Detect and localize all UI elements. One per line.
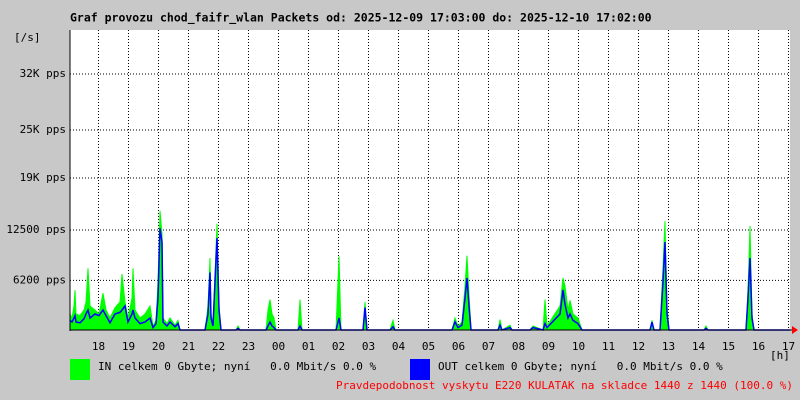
x-tick-label: 09 [542, 340, 555, 353]
x-tick-label: 06 [452, 340, 465, 353]
legend-swatch [70, 359, 90, 380]
plot-area [70, 30, 790, 330]
y-unit: [/s] [14, 31, 41, 44]
x-tick-label: 03 [362, 340, 375, 353]
x-tick-label: 01 [302, 340, 315, 353]
x-tick-label: 15 [722, 340, 735, 353]
x-tick-label: 00 [272, 340, 285, 353]
chart-title: Graf provozu chod_faifr_wlan Packets od:… [70, 11, 652, 26]
y-tick-label: 25K pps [20, 123, 66, 136]
x-tick-label: 04 [392, 340, 406, 353]
x-tick-label: 05 [422, 340, 435, 353]
legend-label: IN celkem 0 Gbyte; nyní 0.0 Mbit/s 0.0 % [98, 360, 377, 373]
x-tick-label: 10 [572, 340, 585, 353]
x-tick-label: 18 [92, 340, 105, 353]
x-tick-label: 22 [212, 340, 225, 353]
x-tick-label: 19 [122, 340, 135, 353]
legend-swatch [410, 359, 430, 380]
legend-label: OUT celkem 0 Gbyte; nyní 0.0 Mbit/s 0.0 … [438, 360, 723, 373]
axis-arrow [792, 326, 798, 334]
footer-note: Pravdepodobnost vyskytu E220 KULATAK na … [336, 379, 793, 392]
x-tick-label: 08 [512, 340, 525, 353]
x-tick-label: 14 [692, 340, 706, 353]
x-tick-label: 21 [182, 340, 195, 353]
y-tick-label: 32K pps [20, 67, 66, 80]
x-tick-label: 11 [602, 340, 615, 353]
y-tick-label: 19K pps [20, 171, 66, 184]
x-tick-label: 13 [662, 340, 675, 353]
y-tick-label: 6200 pps [13, 273, 66, 286]
legend: IN celkem 0 Gbyte; nyní 0.0 Mbit/s 0.0 %… [70, 359, 723, 380]
x-unit: [h] [770, 349, 790, 362]
x-tick-label: 16 [752, 340, 765, 353]
x-tick-label: 17 [782, 340, 795, 353]
x-tick-label: 02 [332, 340, 345, 353]
x-tick-label: 20 [152, 340, 165, 353]
x-tick-label: 23 [242, 340, 255, 353]
x-tick-label: 12 [632, 340, 645, 353]
x-tick-label: 07 [482, 340, 495, 353]
y-tick-label: 12500 pps [6, 223, 66, 236]
